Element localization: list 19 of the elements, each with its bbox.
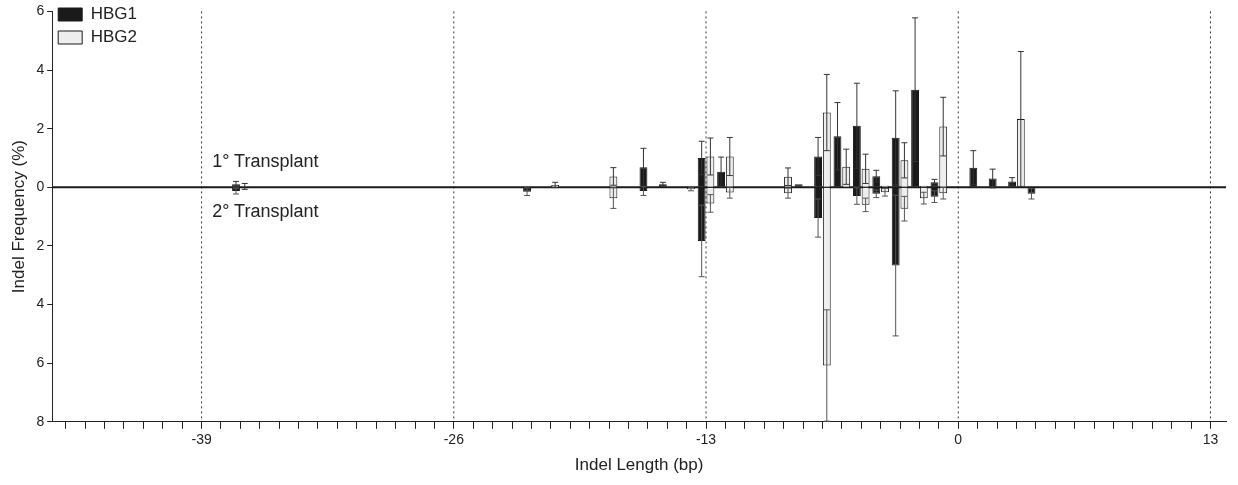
- annotation: 2° Transplant: [212, 201, 319, 222]
- x-axis-title: Indel Length (bp): [574, 455, 704, 475]
- y-tick-label: 2: [36, 236, 45, 253]
- x-tick-label: 13: [1202, 431, 1219, 448]
- y-tick-label: 6: [36, 354, 45, 371]
- y-tick-label: 4: [36, 295, 45, 312]
- legend-label: HBG1: [90, 4, 137, 24]
- x-tick-label: -26: [443, 431, 465, 448]
- y-axis-title: Indel Frequency (%): [8, 140, 28, 294]
- y-tick-label: 4: [36, 60, 45, 77]
- legend-label: HBG2: [90, 27, 137, 47]
- y-tick-label: 6: [36, 2, 45, 19]
- y-tick-label: 0: [36, 178, 45, 195]
- x-tick-label: -39: [191, 431, 212, 448]
- y-tick-label: 8: [36, 412, 45, 429]
- x-tick-label: -13: [695, 431, 717, 448]
- x-tick-label: 0: [954, 431, 963, 448]
- y-tick-label: 2: [36, 119, 45, 136]
- annotation: 1° Transplant: [212, 151, 319, 172]
